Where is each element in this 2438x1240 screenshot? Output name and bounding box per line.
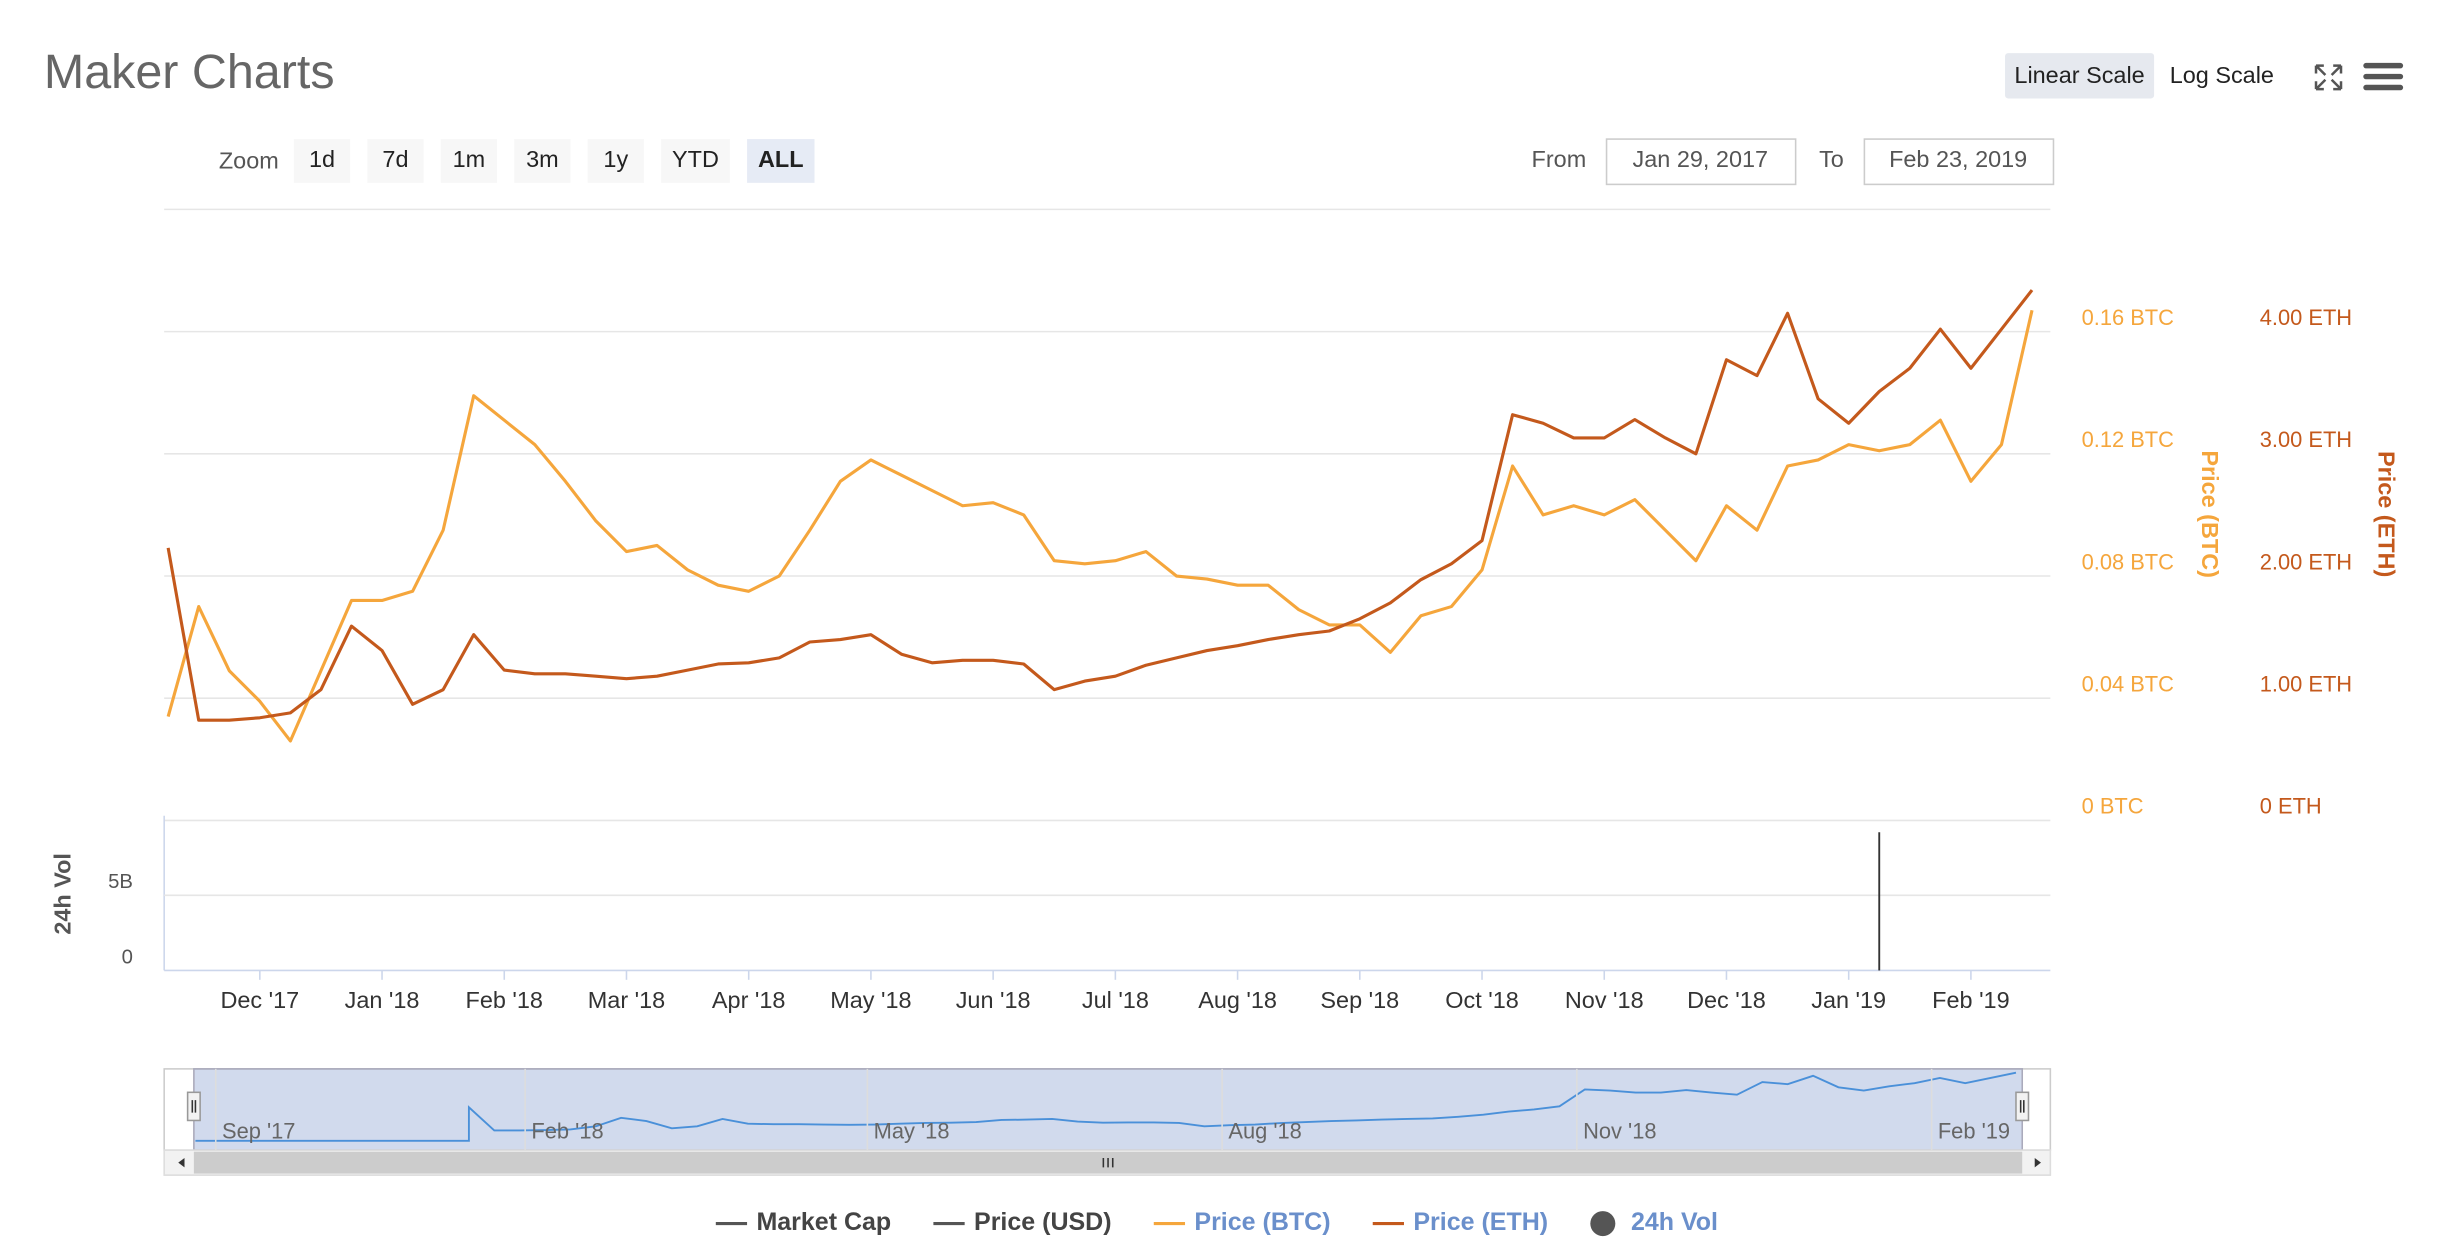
x-tick-label: Jun '18 — [956, 987, 1031, 1013]
fullscreen-icon[interactable] — [2314, 64, 2343, 91]
zoom-button[interactable] — [440, 139, 498, 183]
scroll-right[interactable] — [2034, 1157, 2041, 1168]
zoom-button[interactable] — [747, 139, 815, 183]
zoom-button-label[interactable]: 1m — [453, 146, 486, 172]
y2-tick-label: 3.00 ETH — [2260, 427, 2352, 452]
volume-tick-label: 5B — [108, 871, 133, 893]
y2-tick-label: 0 ETH — [2260, 794, 2322, 819]
navigator-label: Feb '19 — [1938, 1119, 2010, 1144]
legend-label[interactable]: 24h Vol — [1631, 1208, 1718, 1236]
y-tick-label: 0.16 BTC — [2082, 305, 2174, 330]
x-tick-label: Apr '18 — [712, 987, 786, 1013]
x-tick-label: Jan '19 — [1811, 987, 1886, 1013]
legend-symbol[interactable] — [1590, 1211, 1616, 1237]
x-tick-label: Nov '18 — [1565, 987, 1644, 1013]
y-tick-label: 0 BTC — [2082, 794, 2144, 819]
navigator-mask — [193, 1068, 2024, 1151]
zoom-label: Zoom — [219, 148, 279, 174]
y2-tick-label: 4.00 ETH — [2260, 305, 2352, 330]
zoom-button[interactable] — [661, 139, 730, 183]
x-tick-label: Aug '18 — [1198, 987, 1277, 1013]
y-tick-label: 0.04 BTC — [2082, 671, 2174, 696]
volume-axis-title: 24h Vol — [49, 853, 75, 935]
scale-button[interactable] — [2005, 53, 2155, 99]
navigator-label: May '18 — [874, 1119, 950, 1144]
y2-tick-label: 1.00 ETH — [2260, 671, 2352, 696]
navigator-label: Nov '18 — [1583, 1119, 1656, 1144]
from-input[interactable] — [1605, 138, 1797, 186]
chart-title: Maker Charts — [44, 45, 335, 99]
series-line — [166, 309, 2034, 743]
x-tick-label: Feb '19 — [1932, 987, 2009, 1013]
x-tick-label: Dec '17 — [220, 987, 299, 1013]
from-label: From — [1532, 146, 1587, 172]
scroll-left[interactable] — [178, 1157, 185, 1168]
navigator-bg — [163, 1068, 2052, 1151]
scrollbar-grip — [1102, 1157, 1114, 1168]
from-date[interactable]: Jan 29, 2017 — [1633, 146, 1769, 172]
legend-label[interactable]: Price (USD) — [974, 1208, 1112, 1236]
x-tick-label: May '18 — [830, 987, 911, 1013]
navigator-label: Feb '18 — [531, 1119, 603, 1144]
y2-axis-title: Price (ETH) — [2374, 451, 2400, 577]
navigator-handle-grip — [2019, 1100, 2025, 1113]
legend-label[interactable]: Market Cap — [756, 1208, 891, 1236]
x-tick-label: Oct '18 — [1445, 987, 1519, 1013]
to-date[interactable]: Feb 23, 2019 — [1889, 146, 2027, 172]
zoom-button-label[interactable]: 3m — [526, 146, 559, 172]
zoom-button[interactable] — [293, 139, 351, 183]
legend-label[interactable]: Price (ETH) — [1413, 1208, 1548, 1236]
navigator-handle[interactable] — [2015, 1091, 2030, 1122]
y-tick-label: 0.12 BTC — [2082, 427, 2174, 452]
x-tick-label: Jul '18 — [1082, 987, 1149, 1013]
zoom-button-label[interactable]: 1y — [603, 146, 628, 172]
to-label: To — [1819, 146, 1844, 172]
zoom-button-label[interactable]: 1d — [309, 146, 335, 172]
zoom-button-label[interactable]: YTD — [672, 146, 719, 172]
scale-button-label[interactable]: Log Scale — [2170, 62, 2274, 88]
y-axis-title: Price (BTC) — [2197, 450, 2223, 578]
navigator-label: Sep '17 — [222, 1119, 295, 1144]
zoom-button[interactable] — [514, 139, 571, 183]
x-tick-label: Sep '18 — [1320, 987, 1399, 1013]
zoom-button-label[interactable]: 7d — [382, 146, 408, 172]
navigator-label: Aug '18 — [1228, 1119, 1301, 1144]
zoom-button-label[interactable]: ALL — [758, 146, 804, 172]
y2-tick-label: 2.00 ETH — [2260, 549, 2352, 574]
volume-bar — [1878, 832, 1881, 971]
x-tick-label: Feb '18 — [466, 987, 543, 1013]
navigator-line — [195, 1071, 2017, 1142]
y-tick-label: 0.08 BTC — [2082, 549, 2174, 574]
menu-icon[interactable] — [2363, 62, 2404, 91]
scale-button-label[interactable]: Linear Scale — [2014, 62, 2144, 88]
navigator-handle[interactable] — [186, 1091, 201, 1122]
volume-tick-label: 0 — [122, 946, 133, 968]
to-input[interactable] — [1863, 138, 2055, 186]
x-tick-label: Jan '18 — [345, 987, 420, 1013]
x-tick-label: Dec '18 — [1687, 987, 1766, 1013]
x-tick-label: Mar '18 — [588, 987, 665, 1013]
series-line — [166, 289, 2034, 722]
zoom-button[interactable] — [367, 139, 424, 183]
legend-label[interactable]: Price (BTC) — [1194, 1208, 1330, 1236]
zoom-button[interactable] — [587, 139, 644, 183]
navigator-handle-grip — [191, 1100, 197, 1113]
